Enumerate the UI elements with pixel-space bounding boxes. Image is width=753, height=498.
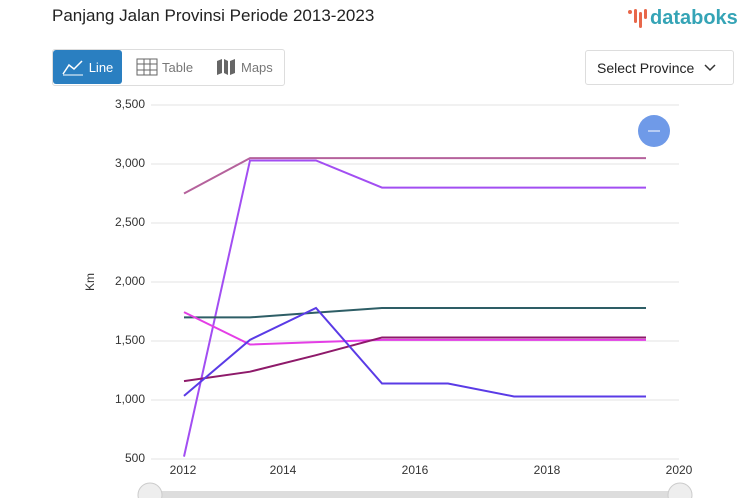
select-label: Select Province: [597, 59, 695, 76]
y-tick-label: 500: [125, 451, 145, 465]
tab-group: [52, 49, 285, 86]
tab-label: Table: [162, 59, 194, 75]
series-line: [184, 306, 646, 319]
series-line: [183, 336, 646, 383]
logo[interactable]: databoks: [626, 6, 738, 30]
y-tick-label: 1,500: [115, 333, 145, 347]
line-icon: [62, 60, 83, 76]
slider-handle[interactable]: [667, 482, 693, 498]
x-tick-label: 2012: [170, 463, 197, 477]
chart-title: Panjang Jalan Provinsi Periode 2013-2023: [52, 6, 375, 25]
x-tick-label: 2018: [534, 463, 561, 477]
tab-label: Maps: [241, 59, 273, 75]
tab-line[interactable]: Line: [53, 50, 122, 84]
brand: databoks: [650, 6, 738, 29]
table-icon: [136, 58, 158, 76]
tab-label: Line: [88, 59, 114, 75]
province-select[interactable]: Select Province: [585, 50, 734, 85]
series-line: [183, 157, 646, 195]
x-tick-label: 2020: [666, 463, 693, 477]
tab-maps[interactable]: Maps: [216, 50, 273, 84]
range-slider[interactable]: [150, 491, 680, 498]
series-line: [183, 159, 646, 457]
x-tick-label: 2016: [402, 463, 429, 477]
y-tick-label: 3,500: [115, 97, 145, 111]
logo-icon: [628, 9, 647, 28]
y-tick-label: 2,000: [115, 274, 145, 288]
slider-handle[interactable]: [137, 482, 163, 498]
series-line: [183, 311, 646, 346]
tab-table[interactable]: Table: [136, 50, 193, 84]
y-tick-label: 2,500: [115, 215, 145, 229]
series-line: [183, 306, 646, 398]
x-tick-label: 2014: [270, 463, 297, 477]
y-axis-label: Km: [83, 273, 97, 291]
y-tick-label: 1,000: [115, 392, 145, 406]
y-tick-label: 3,000: [115, 156, 145, 170]
maps-icon: [217, 59, 235, 75]
chevron: [704, 63, 716, 71]
